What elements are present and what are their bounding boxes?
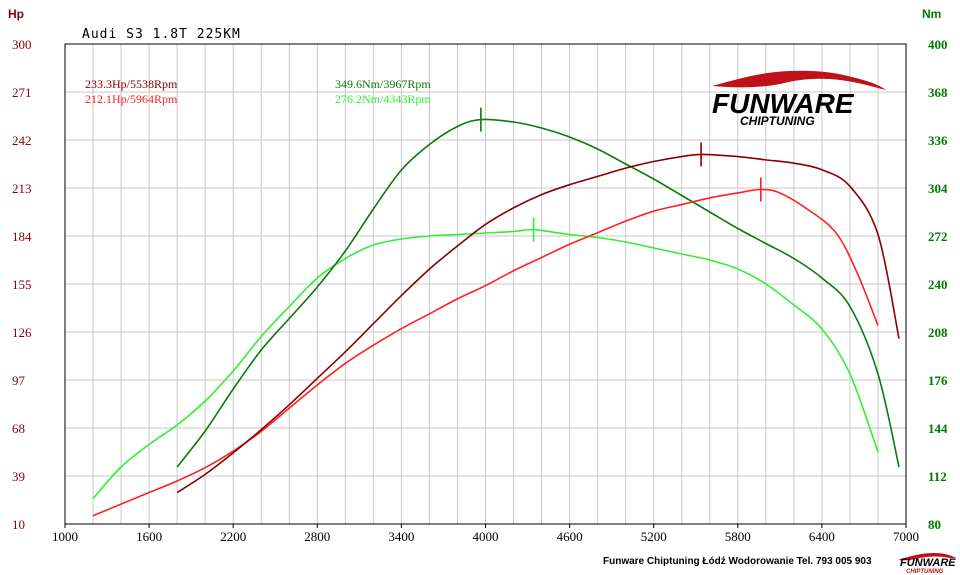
- left-tick-label: 300: [12, 37, 32, 52]
- right-tick-label: 272: [928, 229, 948, 244]
- x-tick-label: 4000: [473, 529, 499, 544]
- left-tick-label: 155: [12, 277, 32, 292]
- left-axis-unit: Hp: [8, 7, 24, 21]
- series-group: [92, 107, 900, 517]
- footer-logo-brand: FUNWARE: [900, 557, 956, 569]
- series-line-hp-tuned: [176, 153, 900, 494]
- right-tick-label: 304: [928, 181, 948, 196]
- readout-nm-stock: 276.2Nm/4343Rpm: [335, 92, 431, 106]
- left-tick-label: 10: [12, 517, 25, 532]
- right-tick-label: 144: [928, 421, 948, 436]
- x-tick-label: 6400: [809, 529, 835, 544]
- x-tick-label: 5200: [641, 529, 667, 544]
- right-tick-label: 336: [928, 133, 948, 148]
- left-tick-label: 242: [12, 133, 32, 148]
- chart-title: Audi S3 1.8T 225KM: [82, 27, 241, 42]
- footer-logo: FUNWARE CHIPTUNING: [898, 553, 956, 575]
- series-line-nm-tuned: [176, 118, 900, 468]
- x-tick-label: 3400: [388, 529, 414, 544]
- left-tick-label: 126: [12, 325, 32, 340]
- tick-labels: 1000 1600 2200 2800 3400 4000 4600 5200 5800 6400…: [12, 37, 948, 544]
- right-tick-label: 368: [928, 85, 948, 100]
- right-tick-label: 80: [928, 517, 941, 532]
- footer-text: Funware Chiptuning Łódź Wodorowanie Tel.…: [603, 556, 872, 567]
- x-tick-label: 2800: [304, 529, 330, 544]
- series-line-nm-stock: [92, 228, 879, 500]
- car-silhouette-icon: [712, 70, 886, 90]
- x-tick-label: 5800: [725, 529, 751, 544]
- left-tick-label: 271: [12, 85, 32, 100]
- readout-hp-tuned: 233.3Hp/5538Rpm: [85, 77, 178, 91]
- right-tick-label: 400: [928, 37, 948, 52]
- left-tick-label: 39: [12, 469, 25, 484]
- right-axis-unit: Nm: [922, 7, 941, 21]
- logo-brand: FUNWARE: [712, 88, 855, 119]
- readout-nm-tuned: 349.6Nm/3967Rpm: [335, 77, 431, 91]
- readout-hp-stock: 212.1Hp/5964Rpm: [85, 92, 178, 106]
- right-tick-label: 112: [928, 469, 947, 484]
- right-tick-label: 176: [928, 373, 948, 388]
- x-tick-label: 1000: [52, 529, 78, 544]
- x-tick-label: 7000: [893, 529, 919, 544]
- funware-logo: FUNWARE CHIPTUNING: [712, 70, 886, 128]
- right-tick-label: 208: [928, 325, 948, 340]
- left-tick-label: 97: [12, 373, 26, 388]
- x-tick-label: 4600: [557, 529, 583, 544]
- logo-tagline: CHIPTUNING: [740, 114, 815, 128]
- right-tick-label: 240: [928, 277, 948, 292]
- footer-car-icon: [898, 553, 956, 561]
- footer-logo-tagline: CHIPTUNING: [906, 569, 944, 575]
- series-line-hp-stock: [92, 188, 879, 517]
- left-tick-label: 68: [12, 421, 25, 436]
- left-tick-label: 184: [12, 229, 32, 244]
- x-tick-label: 1600: [136, 529, 162, 544]
- x-tick-label: 2200: [220, 529, 246, 544]
- left-tick-label: 213: [12, 181, 32, 196]
